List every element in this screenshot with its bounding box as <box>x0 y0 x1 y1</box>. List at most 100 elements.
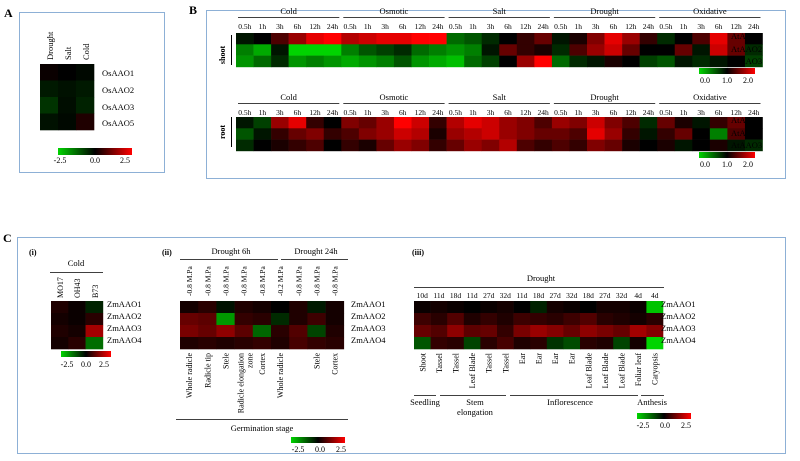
b-root-heatmap-cell <box>306 117 325 129</box>
c-ii-heatmap-cell <box>234 313 254 326</box>
b-time-label: 12h <box>625 108 637 117</box>
c-i-heatmap-cell <box>51 325 69 338</box>
b-time-label: 24h <box>432 22 444 31</box>
b-time-label: 1h <box>364 108 372 117</box>
c-iii-col-label: 27d <box>483 291 495 300</box>
c-iii-heatmap-cell <box>596 325 614 338</box>
panel-a-border <box>19 12 165 173</box>
c-iii-heatmap-cell <box>580 301 597 314</box>
c-ii-tissue-line: Radicle elongation <box>237 353 246 413</box>
b-shoot-heatmap-cell <box>341 33 360 45</box>
b-shoot-heatmap-cell <box>587 55 605 68</box>
b-root-heatmap-cell <box>341 128 360 140</box>
b-root-heatmap-cell <box>253 117 272 129</box>
b-shoot-heatmap-cell <box>727 44 746 56</box>
b-time-label: 1h <box>469 22 477 31</box>
b-shoot-heatmap-cell <box>253 44 272 56</box>
b-root-header: Cold 0.5h 1h 3h 6h 12h 24h Osmotic 0.5h 1h 3h 6h 12h… <box>238 92 761 117</box>
b-stress-label: Osmotic <box>380 92 409 102</box>
c-iii-scale-min: -2.5 <box>637 421 650 430</box>
c-iii-stage-line: Stem <box>466 397 484 407</box>
c-iii-heatmap-cell <box>497 337 514 350</box>
c-i-heatmap-cell <box>68 337 86 350</box>
b-time-label: 1h <box>680 22 688 31</box>
b-root-heatmap-cell <box>411 139 430 152</box>
c-iii-heatmap-cell <box>480 325 498 338</box>
b-root-heatmap-cell <box>744 117 763 129</box>
c-ii-scale-min: -2.5 <box>292 445 305 454</box>
c-ii-heatmap-cell <box>198 301 217 314</box>
c-ii-heatmap-cell <box>234 301 254 314</box>
b-time-label: 3h <box>276 22 284 31</box>
b-time-label: 6h <box>610 108 618 117</box>
c-i-scale-mid: 0.0 <box>81 360 91 369</box>
b-shoot-heatmap-cell <box>464 33 482 45</box>
b-shoot-heatmap-cell <box>622 55 640 68</box>
c-ii-heatmap <box>180 301 345 350</box>
b-stress-label: Drought <box>590 92 619 102</box>
b-root-heatmap-cell <box>744 128 763 140</box>
c-iii-tissue-label: Tassel <box>435 352 444 373</box>
a-scale-min: -2.5 <box>54 156 67 165</box>
b-time-label: 6h <box>610 22 618 31</box>
a-gene-label: OsAAO5 <box>102 118 134 128</box>
b-root-heatmap-cell <box>236 139 254 152</box>
c-ii-heatmap-cell <box>198 337 217 350</box>
b-root-heatmap-cell <box>551 128 570 140</box>
c-iii-heatmap-cell <box>447 313 465 326</box>
b-shoot-heatmap-cell <box>429 33 447 45</box>
b-root-heatmap-cell <box>481 128 500 140</box>
b-root-heatmap-cell <box>534 117 553 129</box>
b-time-label: 24h <box>748 22 760 31</box>
b-root-heatmap-cell <box>587 139 605 152</box>
b-shoot-heatmap-cell <box>692 55 711 68</box>
b-root-heatmap <box>236 117 763 152</box>
b-shoot-heatmap-cell <box>429 55 447 68</box>
b-time-label: 1h <box>364 22 372 31</box>
c-ii-heatmap-cell <box>289 313 308 326</box>
c-iii-heatmap-cell <box>497 313 514 326</box>
b-time-label: 12h <box>520 22 532 31</box>
c-iii-heatmap-cell <box>447 325 465 338</box>
b-root-heatmap-cell <box>657 139 676 152</box>
c-ii-heatmap-cell <box>234 325 254 338</box>
b-time-label: 12h <box>625 22 637 31</box>
c-iii-color-scale <box>637 413 691 419</box>
b-shoot-heatmap-cell <box>341 55 360 68</box>
b-root-heatmap-cell <box>727 117 746 129</box>
b-time-label: 12h <box>309 22 321 31</box>
b-time-label: 12h <box>731 22 743 31</box>
b-time-label: 12h <box>731 108 743 117</box>
b-time-label: 3h <box>381 22 389 31</box>
b-shoot-heatmap-cell <box>288 44 307 56</box>
b-time-label: 24h <box>538 22 550 31</box>
b-root-heatmap-cell <box>622 139 640 152</box>
c-iii-heatmap-cell <box>629 301 647 314</box>
b-root-heatmap-cell <box>516 128 535 140</box>
c-iii-header: Drought <box>527 273 556 283</box>
c-iii-heatmap-cell <box>414 301 431 314</box>
c-iii-heatmap-cell <box>414 337 431 350</box>
c-iii-heatmap-cell <box>414 325 431 338</box>
b-root-heatmap-cell <box>516 139 535 152</box>
b-root-heatmap-cell <box>709 128 728 140</box>
b-root-heatmap-cell <box>464 117 482 129</box>
b-root-heatmap-cell <box>288 139 307 152</box>
b-root-heatmap-cell <box>429 139 447 152</box>
c-iii-heatmap-cell <box>480 313 498 326</box>
c-ii-heatmap-cell <box>271 313 290 326</box>
c-iii-tissue-label: Ear <box>568 353 577 364</box>
c-ii-col-label: -0.8 M.Pa <box>185 266 194 296</box>
b-shoot-heatmap-cell <box>551 33 570 45</box>
c-iii-heatmap-cell <box>546 325 564 338</box>
a-scale-mid: 0.0 <box>90 156 100 165</box>
b-root-heatmap-cell <box>692 117 711 129</box>
panel-a-label: A <box>4 6 13 20</box>
c-ii-heatmap-cell <box>234 337 254 350</box>
c-iii-gene: ZmAAO3 <box>661 323 695 333</box>
b-root-heatmap-cell <box>411 117 430 129</box>
b-time-label: 12h <box>415 108 427 117</box>
b-shoot-heatmap-cell <box>744 33 763 45</box>
c-iii-tissue-label: Caryopsis <box>651 353 660 385</box>
